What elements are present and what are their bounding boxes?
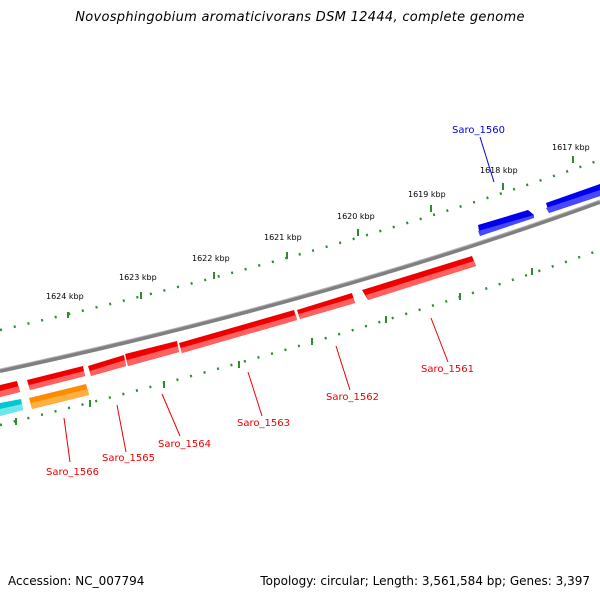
scale-label-1622: 1622 kbp [192,254,230,263]
leader-saro-1565 [116,404,127,453]
scale-label-1620: 1620 kbp [337,212,375,221]
gene-left-edge-red[interactable] [0,381,20,397]
gene-saro-1559[interactable] [546,184,600,213]
map-title: Novosphingobium aromaticivorans DSM 1244… [75,10,525,25]
label-saro-1563[interactable]: Saro_1563 [237,418,290,429]
leader-saro-1560 [479,136,495,183]
label-saro-1564[interactable]: Saro_1564 [158,439,211,450]
gene-orange[interactable] [29,384,89,409]
label-saro-1561[interactable]: Saro_1561 [421,364,474,375]
accession-text: Accession: NC_007794 [8,574,145,588]
inner-scale-track [0,248,600,427]
gene-saro-1560[interactable] [478,210,534,236]
leader-saro-1564 [161,393,181,437]
outer-major-ticks [67,156,574,318]
label-saro-1566[interactable]: Saro_1566 [46,467,99,478]
genome-backbone-highlight [0,199,600,370]
leader-saro-1561 [430,317,449,363]
scale-label-1621: 1621 kbp [264,233,302,242]
scale-label-1624: 1624 kbp [46,292,84,301]
leader-saro-1563 [247,371,263,417]
genome-stats-text: Topology: circular; Length: 3,561,584 bp… [260,574,590,588]
scale-label-1618: 1618 kbp [480,166,518,175]
label-saro-1565[interactable]: Saro_1565 [102,453,155,464]
genome-backbone [0,200,600,373]
outer-scale-track [0,158,600,332]
leader-saro-1566 [63,417,71,463]
scale-label-1623: 1623 kbp [119,273,157,282]
leader-saro-1562 [335,345,351,391]
inner-major-ticks [15,268,533,425]
label-saro-1560[interactable]: Saro_1560 [452,125,505,136]
gene-saro-1565[interactable] [88,355,126,376]
gene-saro-1563[interactable] [179,310,297,353]
gene-saro-1566[interactable] [27,366,85,390]
scale-label-1617: 1617 kbp [552,143,590,152]
gene-cyan[interactable] [0,399,23,416]
label-saro-1562[interactable]: Saro_1562 [326,392,379,403]
scale-label-1619: 1619 kbp [408,190,446,199]
gene-saro-1562[interactable] [297,293,355,319]
gene-saro-1561[interactable] [362,256,476,300]
gene-saro-1564[interactable] [125,341,179,366]
